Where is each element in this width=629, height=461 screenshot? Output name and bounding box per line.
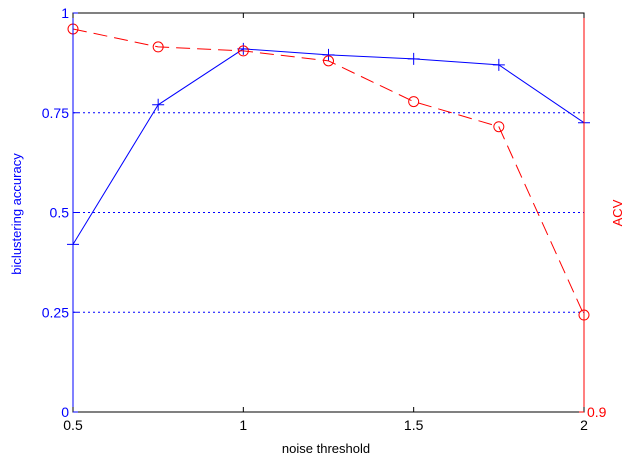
x-tick-label: 1.5	[404, 417, 424, 433]
data-point-circle	[323, 55, 334, 67]
data-point-circle	[408, 96, 420, 108]
y-left-axis-title: biclustering accuracy	[9, 153, 24, 275]
series-line-acv	[72, 28, 585, 316]
ticks: 0.5 1 1.5 2 0 0.25 0.5 0.75 1 0.9	[42, 5, 607, 433]
data-point-circle	[237, 45, 249, 57]
data-point-plus	[407, 52, 420, 65]
x-tick-label: 0.5	[63, 417, 83, 433]
data-point-circle	[493, 121, 505, 133]
y-left-tick-label: 0	[61, 404, 69, 420]
data-point-plus	[237, 42, 250, 55]
data-point-circle	[152, 41, 164, 53]
x-tick-label: 1	[239, 417, 247, 433]
x-axis-title: noise threshold	[282, 441, 370, 456]
data-point-plus	[322, 48, 335, 61]
grid	[73, 112, 584, 313]
y-right-axis-title: ACV	[610, 199, 625, 226]
data-point-plus	[492, 58, 505, 71]
y-left-tick-label: 1	[61, 5, 69, 21]
y-left-tick-label: 0.75	[42, 105, 69, 121]
y-right-tick-label: 0.9	[587, 404, 607, 420]
y-left-tick-label: 0.25	[42, 304, 69, 320]
data-point-plus	[152, 98, 165, 111]
y-left-tick-label: 0.5	[50, 205, 70, 221]
series-layer	[67, 23, 590, 321]
x-tick-label: 2	[580, 417, 588, 433]
